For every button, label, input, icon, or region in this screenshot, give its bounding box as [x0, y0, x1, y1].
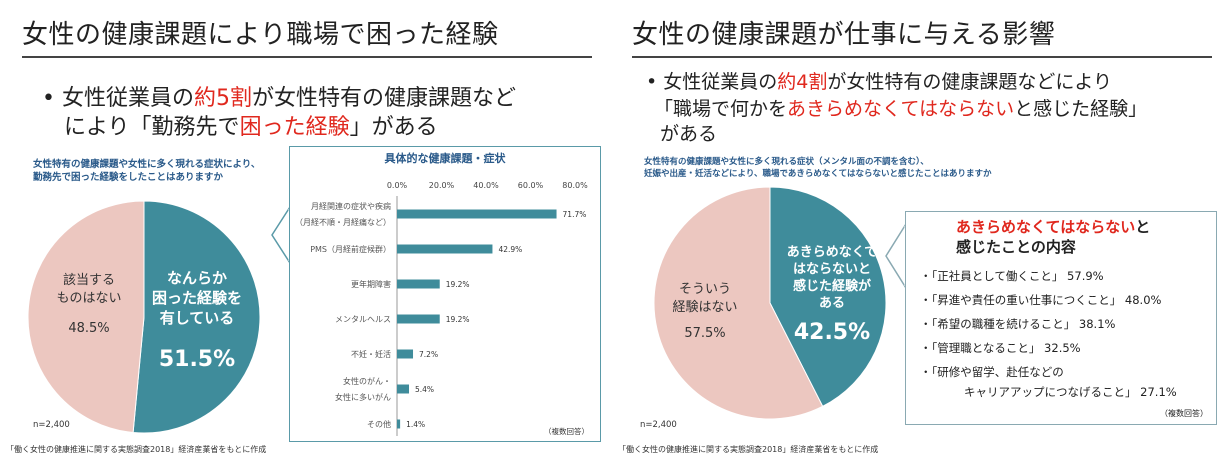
left-bullet-pre: • 女性従業員の: [42, 86, 194, 111]
right-bullet2-pre: 「職場で何かを: [654, 98, 788, 120]
bar-category-label: 月経関連の症状や疾病: [311, 201, 391, 211]
content-item: キャリアアップにつなげること」 27.1%: [964, 385, 1177, 399]
content-note: （複数回答）: [1160, 409, 1208, 418]
right-pie-left-value: 57.5%: [684, 326, 726, 341]
left-bullet-line2: により「勤務先で困った経験」がある: [64, 113, 438, 142]
left-question-line2: 勤務先で困った経験をしたことはありますか: [33, 172, 224, 183]
bar-tick-label: 60.0%: [518, 181, 544, 190]
right-question-line1: 女性特有の健康課題や女性に多く現れる症状（メンタル面の不調を含む）、: [644, 157, 929, 167]
right-pie-right-line: ある: [818, 296, 845, 311]
bar-category-label: 更年期障害: [351, 279, 391, 289]
right-pie-right-value: 42.5%: [793, 320, 871, 345]
bar-2: [397, 279, 440, 289]
left-question-line1: 女性特有の健康課題や女性に多く現れる症状により、: [33, 159, 261, 170]
bar-chart-box: [289, 146, 601, 442]
right-pie-slice-1: [653, 186, 824, 420]
bar-1: [397, 244, 493, 254]
right-n: n=2,400: [640, 420, 677, 430]
left-bullet2-pre: により「勤務先で: [64, 115, 240, 140]
left-pie-left-label: 該当する ものはない 48.5%: [46, 272, 132, 338]
right-pie-right-label: あきらめなくて はならないと 感じた経験が ある 42.5%: [772, 244, 892, 345]
bar-category-label: 不妊・妊活: [351, 349, 391, 359]
right-title-rule: [632, 56, 1212, 58]
right-pie-right-line: 感じた経験が: [792, 279, 871, 294]
left-pie-right-line: 有している: [159, 309, 235, 327]
right-pie-left-line: 経験はない: [672, 300, 738, 315]
left-bullet-highlight: 約5割: [193, 86, 252, 111]
right-bullet-line3: がある: [660, 123, 718, 145]
right-bullet-line2: 「職場で何かをあきらめなくてはならないと感じた経験」: [654, 97, 1147, 122]
right-pie-slice-0: [769, 186, 887, 408]
bar-6: [397, 419, 401, 429]
left-pie-slice-1: [27, 200, 145, 434]
right-pie-left-label: そういう 経験はない 57.5%: [660, 281, 750, 343]
right-question-line2: 妊娠や出産・妊活などにより、職場であきらめなくてはならないと感じたことはあります…: [644, 169, 992, 179]
bar-chart-title: 具体的な健康課題・症状: [385, 151, 507, 165]
content-heading-line1: あきらめなくてはならないと: [956, 216, 1150, 237]
bar-5: [397, 384, 410, 394]
right-pie-right-line: はならないと: [792, 262, 871, 277]
right-pie-chart: [653, 186, 887, 420]
content-box: あきらめなくてはならないと 感じたことの内容 ・「正社員として働くこと」 57.…: [905, 211, 1217, 425]
left-title: 女性の健康課題により職場で困った経験: [22, 20, 499, 50]
left-bullet-post: が女性特有の健康課題など: [251, 86, 516, 111]
left-pie-right-label: なんらか 困った経験を 有している 51.5%: [137, 268, 257, 372]
bar-value-label: 1.4%: [406, 420, 425, 429]
left-source: 「働く女性の健康推進に関する実態調査2018」経済産業省をもとに作成: [6, 445, 267, 454]
bar-4: [397, 349, 414, 359]
bar-category-label: 女性に多いがん: [335, 392, 391, 402]
right-bullet2-post: と感じた経験」: [1014, 98, 1148, 120]
bar-category-label: メンタルヘルス: [335, 315, 391, 324]
bar-category-label: その他: [367, 419, 391, 429]
left-pie-right-line: なんらか: [166, 269, 227, 287]
bar-value-label: 19.2%: [446, 315, 470, 324]
bar-category-label: （月経不順・月経痛など）: [295, 217, 391, 227]
bar-value-label: 7.2%: [419, 350, 438, 359]
right-bullet-pre: • 女性従業員の: [646, 71, 778, 93]
left-n: n=2,400: [33, 420, 70, 430]
bar-tick-label: 40.0%: [473, 181, 499, 190]
right-pie-left-line: そういう: [678, 282, 731, 297]
content-heading-tail: と: [1135, 218, 1151, 236]
right-bullet-line1: • 女性従業員の約4割が女性特有の健康課題などにより: [646, 70, 1112, 95]
right-source: 「働く女性の健康推進に関する実態調査2018」経済産業省をもとに作成: [618, 445, 879, 454]
right-bullet-highlight: 約4割: [777, 71, 828, 93]
right-title: 女性の健康課題が仕事に与える影響: [632, 20, 1056, 50]
left-bullet2-post: 」がある: [349, 115, 438, 140]
left-title-rule: [22, 56, 592, 58]
content-item: ・「昇進や責任の重い仕事につくこと」 48.0%: [920, 293, 1162, 307]
bar-value-label: 42.9%: [498, 245, 522, 254]
left-bullet-line1: • 女性従業員の約5割が女性特有の健康課題など: [42, 84, 516, 113]
bar-category-label: PMS（月経前症候群）: [310, 244, 391, 254]
left-bullet2-highlight: 困った経験: [239, 115, 350, 140]
left-pie-left-line: 該当する: [62, 273, 115, 288]
left-pie-chart: [27, 200, 261, 434]
left-pie-right-value: 51.5%: [158, 347, 236, 372]
bar-chart-note: （複数回答）: [544, 426, 589, 436]
bar-3: [397, 314, 440, 324]
bar-value-label: 71.7%: [563, 210, 587, 219]
left-pie-right-line: 困った経験を: [151, 289, 242, 307]
bar-value-label: 19.2%: [446, 280, 470, 289]
right-bullet-post: が女性特有の健康課題などにより: [827, 71, 1112, 93]
content-item: ・「管理職となること」 32.5%: [920, 341, 1081, 355]
right-bullet2-highlight: あきらめなくてはならない: [787, 98, 1015, 120]
left-pie-left-value: 48.5%: [68, 321, 110, 336]
content-item: ・「研修や留学、赴任などの: [920, 365, 1064, 379]
left-pie-left-line: ものはない: [56, 291, 122, 306]
bar-tick-label: 0.0%: [387, 181, 408, 190]
bar-category-label: 女性のがん・: [343, 376, 391, 386]
bar-chart: 具体的な健康課題・症状 0.0% 20.0% 40.0% 60.0% 80.0% 71.…: [295, 151, 589, 436]
content-heading-line2: 感じたことの内容: [956, 238, 1076, 256]
content-item: ・「希望の職種を続けること」 38.1%: [920, 317, 1116, 331]
content-heading-highlight: あきらめなくてはならない: [956, 218, 1136, 236]
left-pie-slice-0: [132, 200, 261, 434]
right-pie-right-line: あきらめなくて: [786, 245, 878, 260]
bar-0: [397, 209, 557, 219]
bar-tick-label: 20.0%: [429, 181, 455, 190]
bar-value-label: 5.4%: [415, 385, 434, 394]
bar-tick-label: 80.0%: [562, 181, 588, 190]
content-item: ・「正社員として働くこと」 57.9%: [920, 269, 1104, 283]
